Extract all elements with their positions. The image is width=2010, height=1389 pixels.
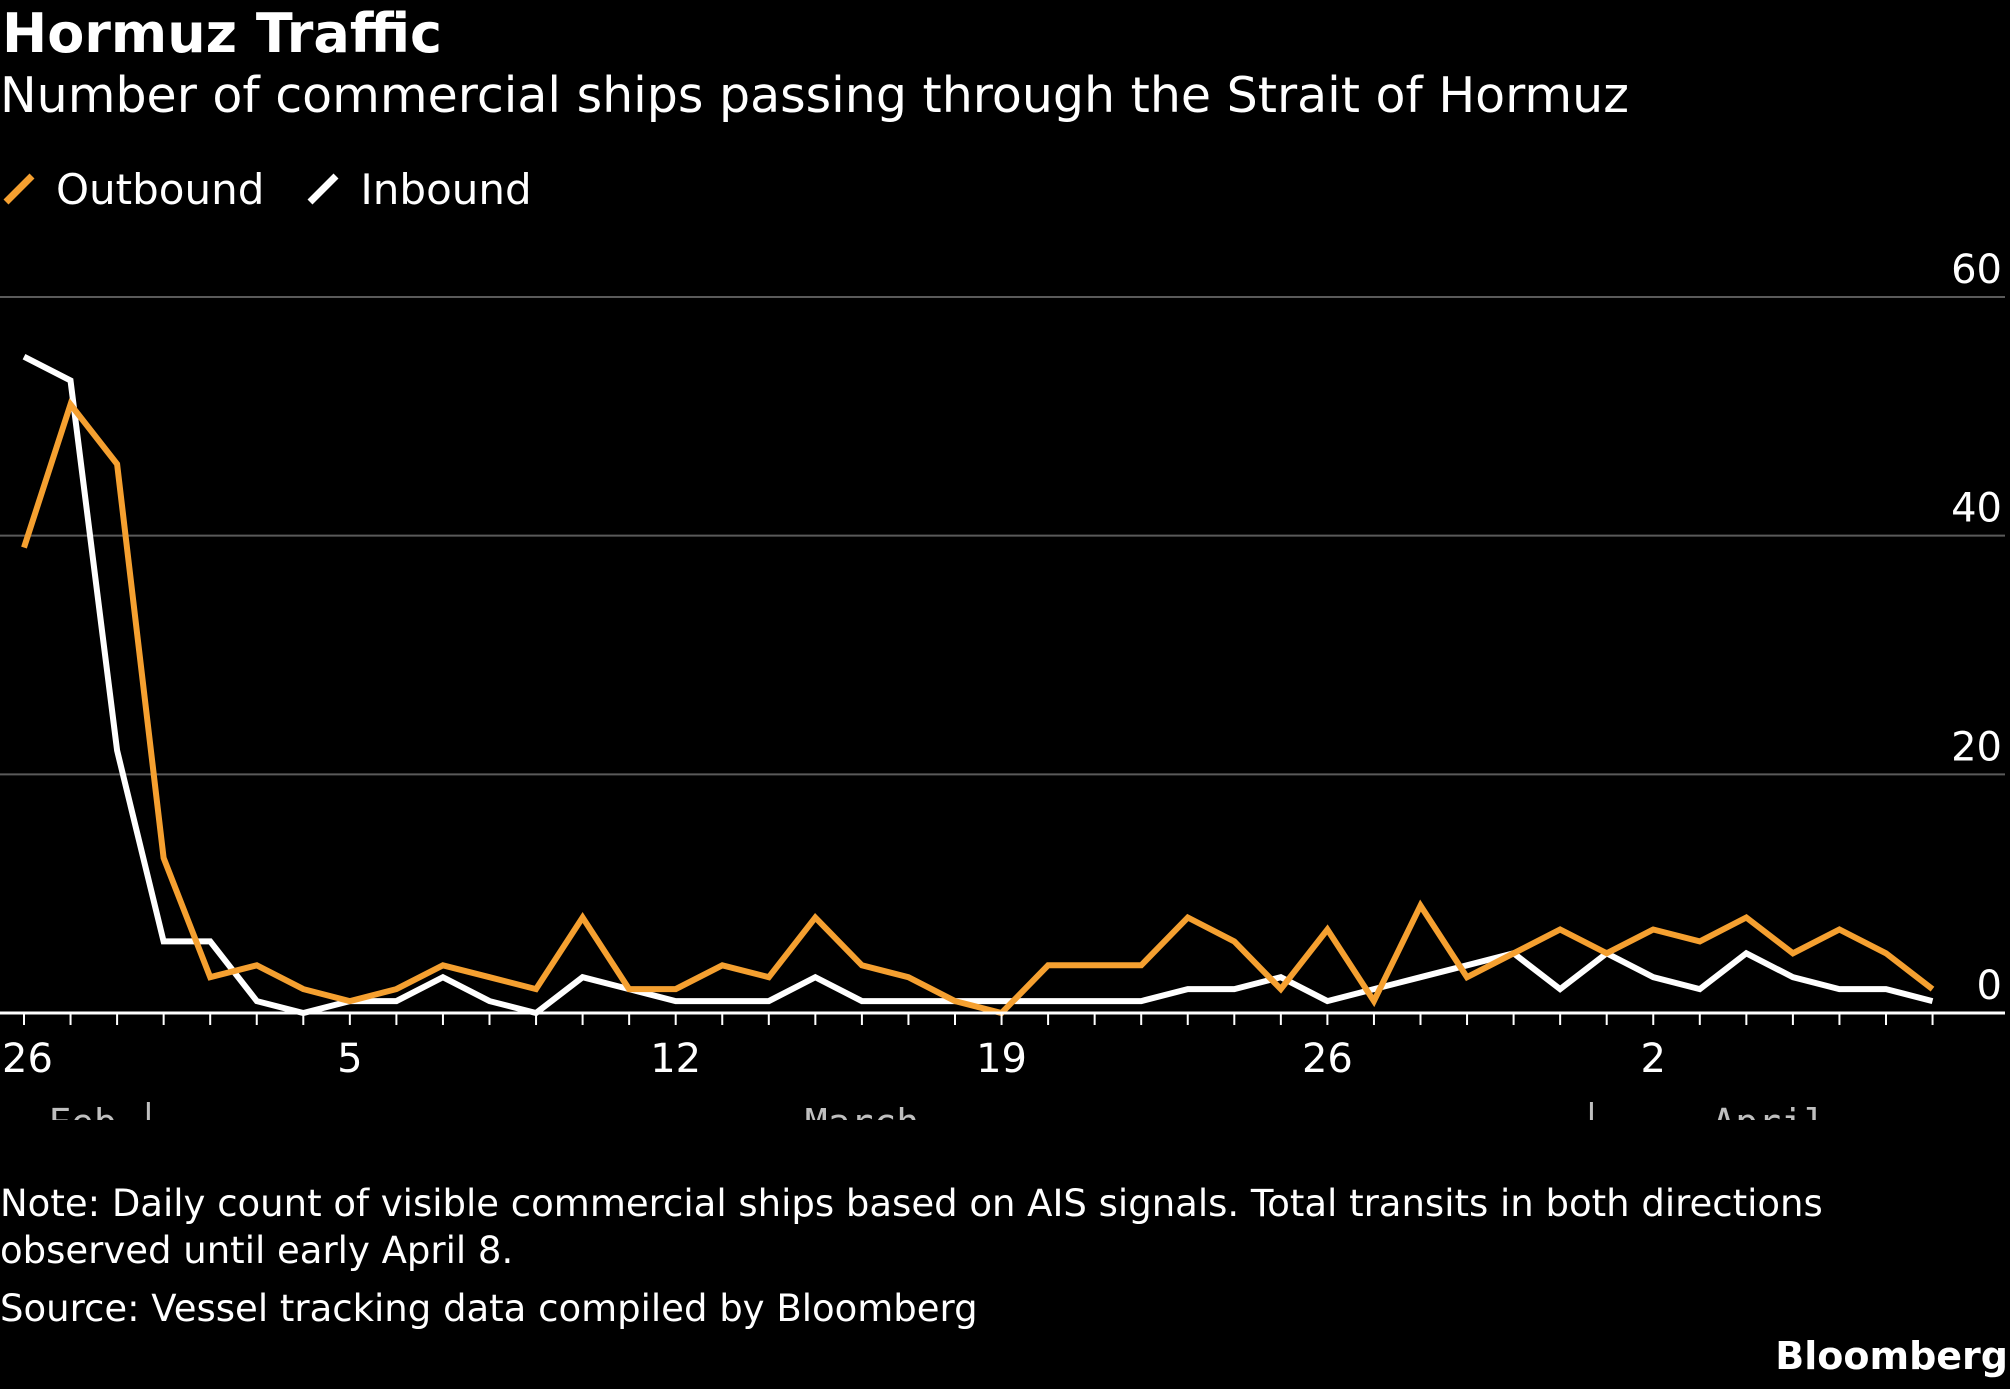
x-tick-label: 19 <box>976 1036 1027 1082</box>
x-axis-labels: 26 5 12 19 26 2 <box>2 1036 1666 1082</box>
legend-item-outbound: Outbound <box>2 165 264 214</box>
legend: Outbound Inbound <box>2 162 574 216</box>
y-tick-label-60: 60 <box>1951 247 2002 293</box>
chart-source: Source: Vessel tracking data compiled by… <box>0 1287 978 1330</box>
series-lines <box>21 354 1935 1017</box>
y-axis-labels: 0 20 40 60 <box>1951 247 2002 1009</box>
white-line-swatch-icon <box>307 173 339 205</box>
month-label: Feb. <box>48 1101 140 1120</box>
x-tick-label: 5 <box>337 1036 362 1082</box>
series-line-inbound <box>22 354 1934 1017</box>
y-tick-label-40: 40 <box>1951 486 2002 532</box>
bloomberg-logo: Bloomberg <box>1775 1334 2008 1378</box>
y-tick-label-0: 0 <box>1977 963 2002 1009</box>
month-labels: Feb. March April <box>48 1101 1827 1120</box>
chart-note: Note: Daily count of visible commercial … <box>0 1182 1823 1272</box>
x-tick-label: 26 <box>1302 1036 1353 1082</box>
month-label: April <box>1712 1101 1826 1120</box>
legend-label-outbound: Outbound <box>56 164 265 214</box>
y-tick-label-20: 20 <box>1951 724 2002 770</box>
x-axis <box>0 1011 2005 1025</box>
gridlines <box>0 296 2005 776</box>
x-tick-label: 2 <box>1641 1036 1666 1082</box>
orange-line-swatch-icon <box>3 173 35 205</box>
legend-label-inbound: Inbound <box>360 164 532 214</box>
chart-subtitle: Number of commercial ships passing throu… <box>0 67 1629 124</box>
series-line-outbound <box>21 398 1935 1017</box>
x-tick-label: 12 <box>650 1036 701 1082</box>
line-chart: 0 20 40 60 26 5 12 19 26 2 Feb. March April <box>0 247 2005 1120</box>
legend-item-inbound: Inbound <box>306 164 532 214</box>
month-label: March <box>805 1101 919 1120</box>
chart-title: Hormuz Traffic <box>2 2 443 65</box>
x-tick-label: 26 <box>2 1036 53 1082</box>
